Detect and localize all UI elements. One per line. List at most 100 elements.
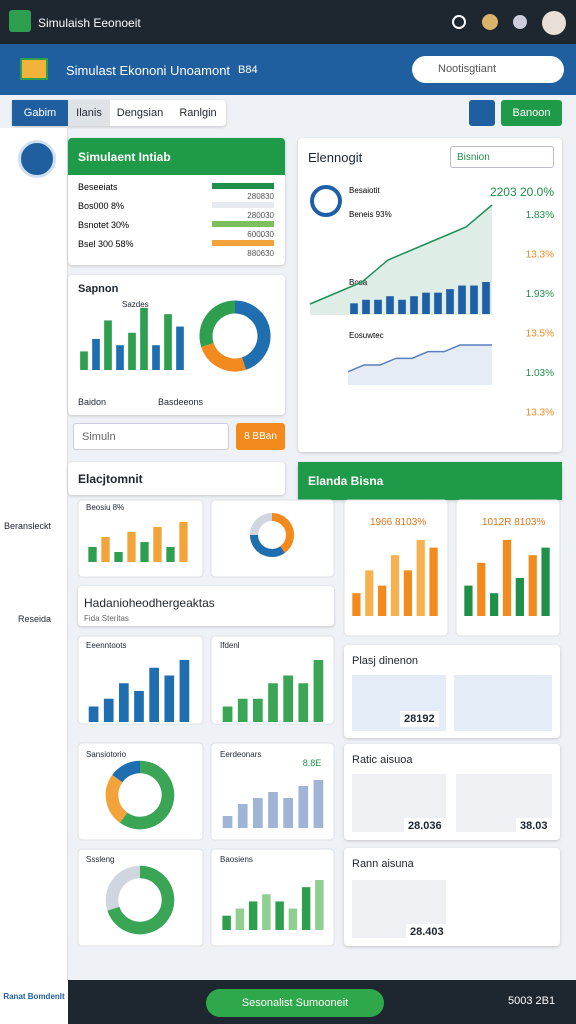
avatar[interactable] <box>542 11 566 35</box>
input-button[interactable]: 8 BBan <box>236 423 285 450</box>
header: Simulast Ekononi Unoamont B84 Nootisgtia… <box>0 44 576 95</box>
bar <box>253 798 263 828</box>
bar <box>88 547 97 562</box>
search-placeholder: Nootisgtiant <box>438 63 497 75</box>
card-title: Plasj dinenon <box>352 655 419 667</box>
elac-panel: Elacjtomnit <box>68 462 285 495</box>
sidebar: Beransleckt Reseida <box>0 128 68 980</box>
card <box>77 742 204 841</box>
app-title: Simulaish Eeonoeit <box>38 16 141 30</box>
bar <box>134 691 144 722</box>
bar <box>237 804 248 828</box>
bar <box>298 683 309 722</box>
bar <box>275 901 284 930</box>
eleno-panel: Elennogit Bisnion <box>298 138 562 452</box>
top-bar: Simulaish Eeonoeit <box>0 0 576 44</box>
bar <box>477 562 486 616</box>
bar <box>301 887 311 930</box>
logo <box>9 10 31 32</box>
bar <box>390 555 400 616</box>
donut-segment <box>249 512 273 536</box>
bar <box>153 527 162 562</box>
bar <box>541 547 550 616</box>
bar <box>88 706 99 722</box>
bar <box>235 908 245 930</box>
bar <box>313 780 324 828</box>
card <box>77 499 204 578</box>
bar <box>222 816 233 828</box>
bar <box>515 578 524 616</box>
tab[interactable]: Ilanis <box>68 100 110 126</box>
panel-title: Hadanioheodhergeaktas <box>84 596 215 610</box>
tab[interactable]: Dengsian <box>116 107 164 119</box>
bar <box>127 532 136 562</box>
bar <box>179 660 190 722</box>
icon-button[interactable] <box>469 100 495 126</box>
bar <box>283 798 293 828</box>
rann-card: Rann aisuna 28.403 <box>344 848 560 946</box>
text-input[interactable]: Simuln <box>73 423 229 450</box>
bar <box>416 540 425 616</box>
donut-segment <box>249 534 285 557</box>
bar <box>164 675 175 722</box>
footer-label: Baidon <box>78 397 107 407</box>
hada-panel: Hadanioheodhergeaktas Fida Steritas <box>78 586 334 626</box>
card <box>77 635 204 725</box>
primary-button[interactable]: Banoon <box>501 100 562 126</box>
card <box>77 848 204 947</box>
user-icon[interactable] <box>482 14 498 30</box>
bar <box>149 667 159 722</box>
tab[interactable]: Ranlgin <box>179 107 217 119</box>
tab-bar: Gabim Ilanis Dengsian Ranlgin <box>12 100 226 126</box>
panel-header: Simulaent Intiab <box>68 138 285 175</box>
value-badge: 28.036 <box>404 818 446 834</box>
donut-segment <box>271 512 295 553</box>
bottom-button[interactable]: Sesonalist Sumooneit <box>206 989 384 1017</box>
search-box[interactable]: Nootisgtiant <box>412 56 564 83</box>
settings-icon[interactable] <box>513 15 527 29</box>
sidebar-logo[interactable] <box>18 140 56 178</box>
bar <box>103 698 114 722</box>
donut-segment <box>105 774 128 823</box>
bar <box>237 698 248 722</box>
donut-segment <box>119 760 175 830</box>
chart-title: Sssleng <box>86 855 114 864</box>
value-badge: 38.03 <box>516 818 552 834</box>
chart-title: Eerdeonars <box>220 750 261 759</box>
bar <box>179 522 188 562</box>
header-title: Simulast Ekononi Unoamont <box>66 63 231 78</box>
chart-title: Beosiu 8% <box>86 503 124 512</box>
panel-subtitle: Fida Steritas <box>84 614 129 623</box>
bar <box>222 706 233 722</box>
chart-title: Baosiens <box>220 855 253 864</box>
panel-title: Elacjtomnit <box>78 472 143 486</box>
bar <box>101 537 110 562</box>
bar <box>528 555 537 616</box>
header-code: B84 <box>238 64 258 76</box>
dropdown[interactable]: Bisnion <box>450 146 554 168</box>
bar <box>140 542 149 562</box>
bar <box>315 880 324 930</box>
sapnon-panel: Sapnon Sazdes Baidon Basdeeons <box>68 275 285 415</box>
bar <box>502 540 512 616</box>
chart-title: 1966 8103% <box>370 517 426 528</box>
elanda-panel: Elanda Bisna <box>298 462 562 500</box>
sidebar-label: Reseida <box>18 614 52 624</box>
card <box>343 499 449 637</box>
panel-header: Elanda Bisna <box>298 462 562 500</box>
notification-icon[interactable] <box>452 15 466 29</box>
tab[interactable]: Gabim <box>12 100 68 126</box>
thumbnail <box>454 675 552 731</box>
value-badge: 28192 <box>400 711 439 727</box>
card <box>455 499 561 637</box>
panel-title: Sapnon <box>78 283 119 295</box>
chart-label: Sazdes <box>122 300 149 309</box>
bar <box>166 547 175 562</box>
bottom-logo: Ranat Bomdenlt <box>0 980 68 1024</box>
chart-title: Ifdenl <box>220 641 240 650</box>
bar <box>248 901 258 930</box>
bar <box>378 585 387 616</box>
bar <box>253 698 263 722</box>
chart-badge: 8.8E <box>303 758 322 768</box>
